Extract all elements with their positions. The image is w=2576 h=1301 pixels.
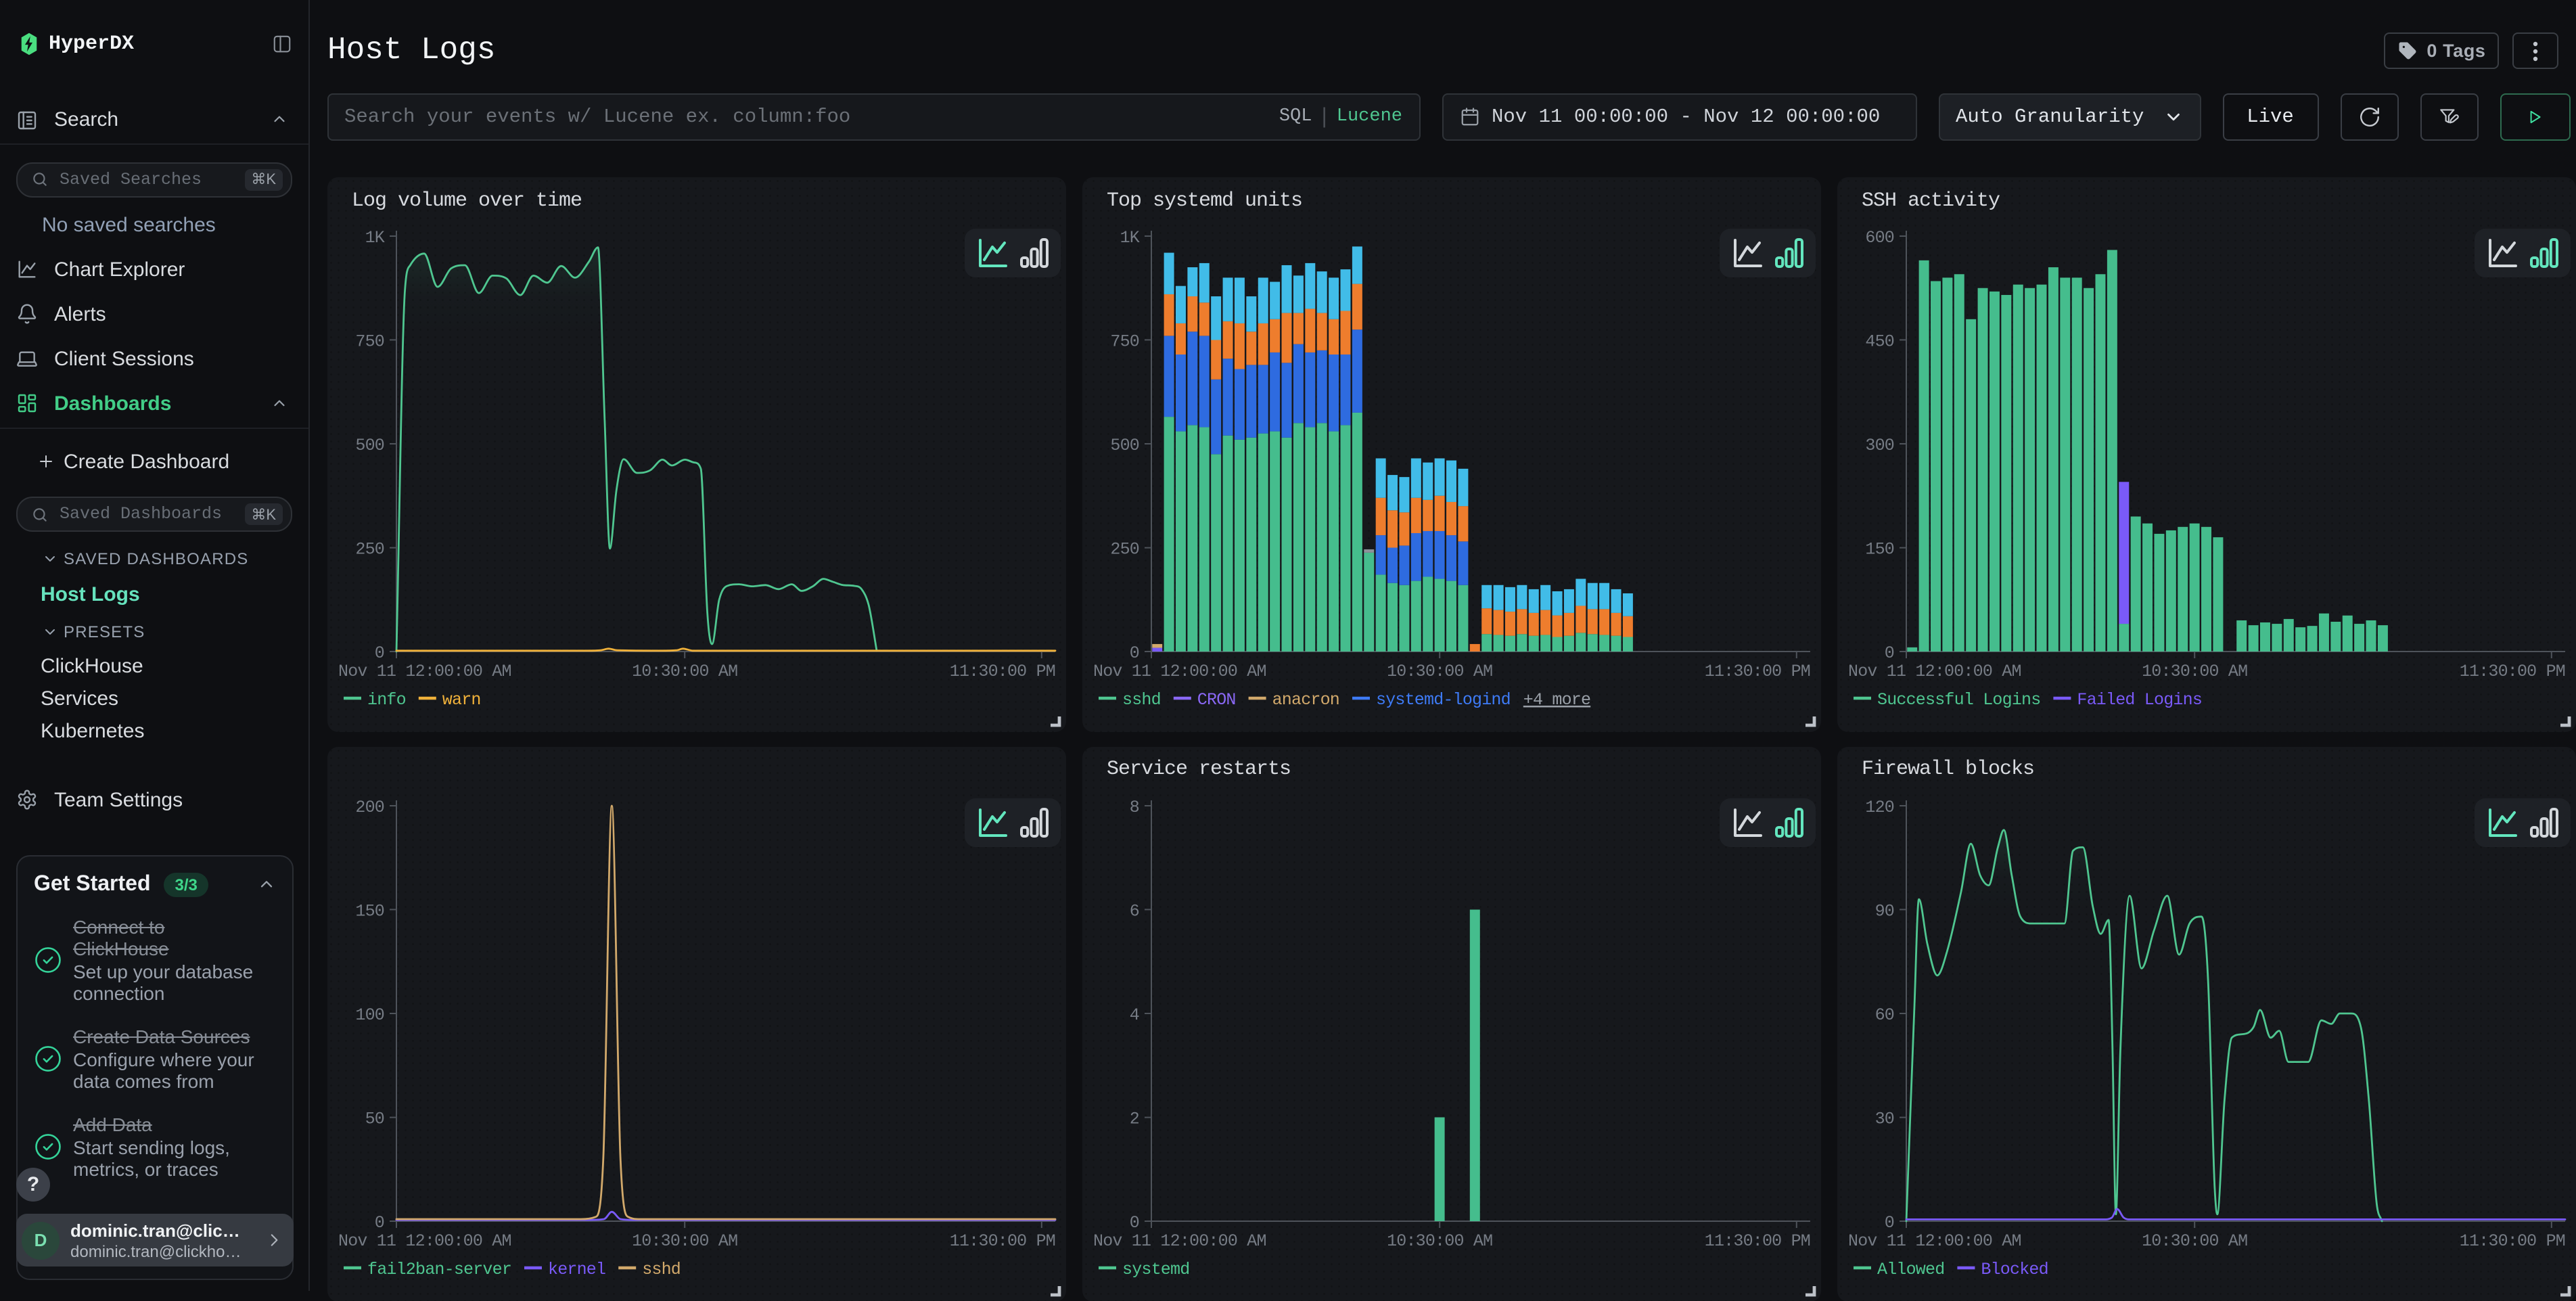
svg-text:Blocked: Blocked xyxy=(1980,1259,2047,1279)
svg-text:120: 120 xyxy=(1864,797,1893,817)
svg-text:150: 150 xyxy=(1864,539,1893,559)
svg-text:11:30:00 PM: 11:30:00 PM xyxy=(2459,1231,2564,1250)
svg-text:Successful Logins: Successful Logins xyxy=(1877,690,2040,710)
svg-text:500: 500 xyxy=(354,436,384,455)
svg-text:Nov 11 12:00:00 AM: Nov 11 12:00:00 AM xyxy=(1847,1231,2021,1250)
svg-text:10:30:00 AM: 10:30:00 AM xyxy=(631,1231,737,1250)
svg-text:8: 8 xyxy=(1129,797,1138,817)
svg-text:info: info xyxy=(367,690,405,710)
svg-text:kernel: kernel xyxy=(547,1259,605,1279)
svg-text:CRON: CRON xyxy=(1197,690,1235,710)
svg-text:10:30:00 AM: 10:30:00 AM xyxy=(1386,1231,1492,1250)
svg-text:11:30:00 PM: 11:30:00 PM xyxy=(1704,1231,1810,1250)
svg-text:11:30:00 PM: 11:30:00 PM xyxy=(949,662,1055,681)
svg-text:anacron: anacron xyxy=(1272,690,1339,710)
svg-text:750: 750 xyxy=(1109,332,1138,352)
svg-text:11:30:00 PM: 11:30:00 PM xyxy=(1704,662,1810,681)
svg-text:0: 0 xyxy=(1884,1212,1893,1232)
svg-text:30: 30 xyxy=(1874,1108,1893,1128)
svg-text:50: 50 xyxy=(365,1108,384,1128)
svg-text:10:30:00 AM: 10:30:00 AM xyxy=(2141,662,2247,681)
svg-text:Nov 11 12:00:00 AM: Nov 11 12:00:00 AM xyxy=(338,1231,511,1250)
svg-text:10:30:00 AM: 10:30:00 AM xyxy=(631,662,737,681)
svg-text:1K: 1K xyxy=(1120,228,1139,248)
svg-text:10:30:00 AM: 10:30:00 AM xyxy=(2141,1231,2247,1250)
svg-text:Allowed: Allowed xyxy=(1877,1259,1944,1279)
svg-text:10:30:00 AM: 10:30:00 AM xyxy=(1386,662,1492,681)
svg-text:6: 6 xyxy=(1129,901,1138,921)
svg-text:Nov 11 12:00:00 AM: Nov 11 12:00:00 AM xyxy=(1092,662,1266,681)
svg-text:0: 0 xyxy=(1884,643,1893,663)
svg-text:sshd: sshd xyxy=(641,1259,680,1279)
svg-text:Nov 11 12:00:00 AM: Nov 11 12:00:00 AM xyxy=(338,662,511,681)
svg-text:750: 750 xyxy=(354,332,384,352)
svg-text:150: 150 xyxy=(354,901,384,921)
svg-text:systemd: systemd xyxy=(1122,1259,1189,1279)
svg-text:4: 4 xyxy=(1129,1005,1138,1024)
svg-text:0: 0 xyxy=(374,643,384,663)
svg-text:0: 0 xyxy=(1129,643,1138,663)
svg-text:90: 90 xyxy=(1874,901,1893,921)
svg-text:0: 0 xyxy=(374,1212,384,1232)
svg-text:600: 600 xyxy=(1864,228,1893,248)
svg-text:0: 0 xyxy=(1129,1212,1138,1232)
svg-text:+4 more: +4 more xyxy=(1523,690,1590,710)
svg-text:200: 200 xyxy=(354,797,384,817)
svg-text:300: 300 xyxy=(1864,436,1893,455)
svg-text:500: 500 xyxy=(1109,436,1138,455)
svg-text:Nov 11 12:00:00 AM: Nov 11 12:00:00 AM xyxy=(1847,662,2021,681)
svg-text:60: 60 xyxy=(1874,1005,1893,1024)
svg-text:Failed Logins: Failed Logins xyxy=(2076,690,2201,710)
svg-text:sshd: sshd xyxy=(1122,690,1160,710)
svg-text:450: 450 xyxy=(1864,332,1893,352)
svg-text:fail2ban-server: fail2ban-server xyxy=(367,1259,511,1279)
svg-text:2: 2 xyxy=(1129,1108,1138,1128)
svg-text:systemd-logind: systemd-logind xyxy=(1375,690,1510,710)
svg-text:100: 100 xyxy=(354,1005,384,1024)
svg-text:11:30:00 PM: 11:30:00 PM xyxy=(2459,662,2564,681)
svg-text:11:30:00 PM: 11:30:00 PM xyxy=(949,1231,1055,1250)
svg-text:1K: 1K xyxy=(365,228,384,248)
svg-text:250: 250 xyxy=(1109,539,1138,559)
svg-text:250: 250 xyxy=(354,539,384,559)
svg-text:Nov 11 12:00:00 AM: Nov 11 12:00:00 AM xyxy=(1092,1231,1266,1250)
svg-text:warn: warn xyxy=(442,690,480,710)
